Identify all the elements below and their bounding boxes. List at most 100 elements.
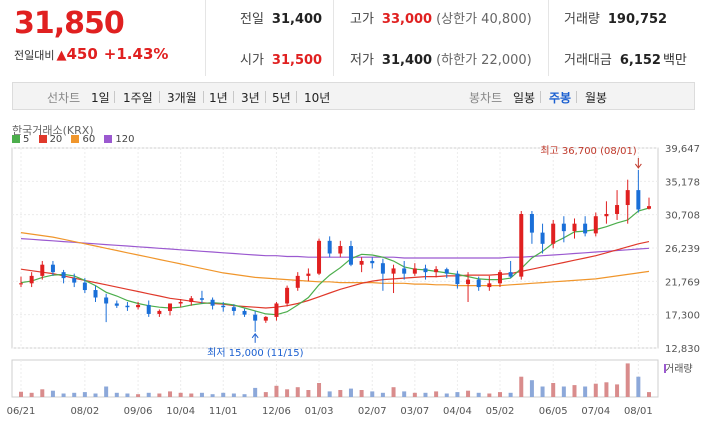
- volume-bar: [593, 383, 598, 397]
- x-tick-label: 03/07: [400, 406, 429, 417]
- change-label: 전일대비: [14, 49, 55, 62]
- candle-body: [540, 232, 545, 244]
- volume-bar: [497, 392, 502, 397]
- period-weekly[interactable]: 주봉: [549, 91, 572, 105]
- period-1w[interactable]: 1주일: [123, 91, 153, 105]
- period-10y[interactable]: 10년: [304, 91, 331, 105]
- candle-body: [199, 298, 204, 300]
- candle-body: [61, 272, 66, 279]
- divider: [296, 91, 297, 103]
- y-tick-label: 30,708: [665, 211, 700, 222]
- candle-body: [125, 305, 130, 308]
- candle-body: [444, 269, 449, 274]
- volume-bar: [551, 383, 556, 397]
- divider: [159, 91, 160, 103]
- candle-body: [625, 190, 630, 206]
- x-tick-label: 08/02: [70, 406, 99, 417]
- candle-body: [72, 278, 77, 283]
- y-tick-label: 26,239: [665, 244, 700, 255]
- stat-prev-close: 전일 31,400: [240, 12, 323, 27]
- divider: [540, 91, 541, 103]
- volume-bar: [487, 393, 492, 397]
- volume-bar: [572, 385, 577, 397]
- period-5y[interactable]: 5년: [272, 91, 291, 105]
- x-tick-label: 06/21: [7, 406, 36, 417]
- legend-item-ma60: 60: [71, 134, 95, 145]
- period-1y[interactable]: 1년: [209, 91, 228, 105]
- volume-bar: [210, 394, 215, 397]
- candle-body: [136, 304, 141, 308]
- volume-label: 거래량: [665, 363, 693, 375]
- period-monthly[interactable]: 월봉: [585, 91, 608, 105]
- volume-bar: [168, 391, 173, 397]
- candle-body: [146, 304, 151, 314]
- candle-body: [561, 223, 566, 232]
- candle-body: [242, 310, 247, 315]
- volume-bar: [146, 392, 151, 397]
- market-label: 한국거래소(KRX): [12, 124, 94, 137]
- x-tick-label: 07/04: [581, 406, 610, 417]
- volume-bar: [561, 386, 566, 397]
- volume-bar: [253, 387, 258, 397]
- volume-bar: [380, 392, 385, 397]
- candle-body: [29, 275, 34, 284]
- change-percent: +1.43%: [103, 45, 169, 63]
- volume-bar: [136, 394, 141, 397]
- x-tick-label: 06/05: [539, 406, 568, 417]
- divider: [576, 91, 577, 103]
- volume-bar: [604, 382, 609, 397]
- period-1d[interactable]: 1일: [91, 91, 110, 105]
- period-3y[interactable]: 3년: [241, 91, 260, 105]
- volume-bar: [466, 390, 471, 397]
- x-tick-label: 04/04: [443, 406, 472, 417]
- volume-bar: [125, 393, 130, 397]
- period-3m[interactable]: 3개월: [167, 91, 197, 105]
- divider: [548, 0, 549, 76]
- current-price: 31,850: [14, 6, 125, 41]
- candle-body: [593, 216, 598, 234]
- volume-bar: [274, 385, 279, 397]
- candle-body: [40, 264, 45, 276]
- x-tick-label: 05/02: [486, 406, 515, 417]
- candle-body: [370, 260, 375, 264]
- divider: [205, 0, 206, 76]
- candle-body: [529, 213, 534, 233]
- candle-body: [604, 213, 609, 217]
- period-daily[interactable]: 일봉: [513, 91, 536, 105]
- volume-bar: [82, 392, 87, 397]
- y-tick-label: 39,647: [665, 144, 700, 155]
- volume-bar: [50, 390, 55, 397]
- volume-bar: [61, 393, 66, 397]
- legend-swatch: [104, 135, 113, 143]
- candle-body: [50, 264, 55, 273]
- candle-body: [412, 268, 417, 274]
- candle-body: [476, 279, 481, 288]
- volume-bar: [359, 390, 364, 397]
- candle-body: [434, 269, 439, 273]
- volume-bar: [476, 392, 481, 397]
- chart-period-toolbar: 선차트 1일 1주일 3개월 1년 3년 5년 10년 봉차트 일봉 주봉 월봉: [12, 82, 695, 110]
- candle-body: [189, 298, 194, 302]
- volume-bar: [455, 392, 460, 397]
- volume-bar: [199, 392, 204, 397]
- stat-volume: 거래량 190,752: [564, 12, 668, 27]
- up-arrow-icon: ▲: [56, 48, 67, 63]
- x-tick-label: 11/01: [209, 406, 238, 417]
- high-arrow-head: [634, 163, 642, 169]
- candle-body: [306, 273, 311, 276]
- volume-bar: [285, 389, 290, 397]
- candle-body: [338, 246, 343, 254]
- volume-bar: [114, 392, 119, 397]
- volume-bar: [636, 376, 641, 397]
- x-tick-label: 02/07: [358, 406, 387, 417]
- quote-header: 31,850 전일대비 ▲450 +1.43% 전일 31,400 시가 31,500 …: [0, 0, 707, 76]
- candle-body: [157, 310, 162, 314]
- candle-body: [466, 279, 471, 285]
- high-annotation: 최고 36,700 (08/01): [540, 145, 636, 157]
- candle-body: [327, 240, 332, 254]
- volume-bar: [19, 391, 23, 397]
- volume-bar: [327, 391, 332, 397]
- y-tick-label: 21,769: [665, 277, 700, 288]
- candle-body: [104, 297, 109, 304]
